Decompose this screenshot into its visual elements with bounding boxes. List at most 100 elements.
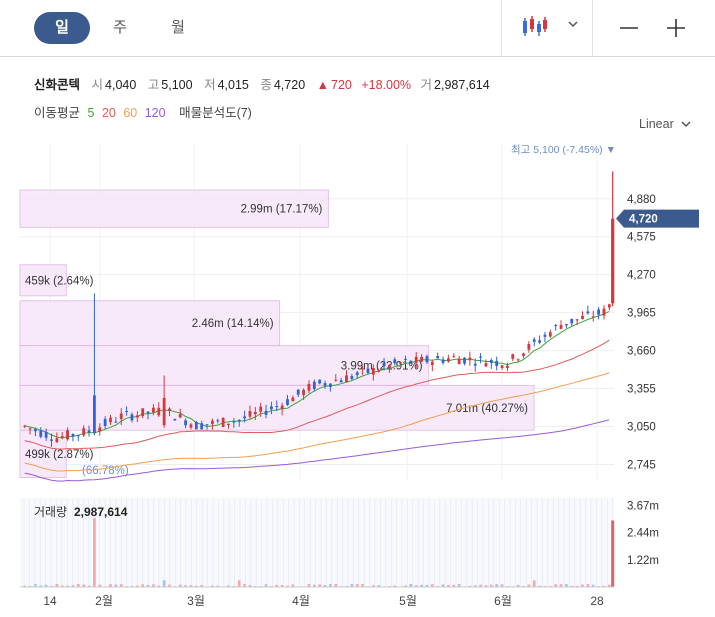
volume-bar [334, 584, 338, 587]
candle-body [275, 406, 279, 408]
volume-bar [329, 584, 332, 587]
volume-bar [500, 584, 504, 587]
candle-body [184, 420, 187, 426]
volume-bar [591, 584, 595, 587]
candle-body [44, 432, 48, 438]
chevron-down-icon [681, 121, 691, 128]
ma-5[interactable]: 5 [87, 106, 95, 120]
volume-bar [414, 585, 418, 587]
price-tick-label: 4,575 [627, 232, 656, 244]
candlestick-icon [523, 16, 547, 36]
candle-body [34, 429, 37, 432]
volume-bar [468, 585, 472, 587]
volume-profile-bar [19, 429, 67, 479]
volume-label: 거 [420, 78, 433, 92]
minus-icon[interactable] [617, 16, 641, 40]
volume-profile-bar [19, 345, 430, 386]
candle-body [146, 411, 150, 414]
tab-daily[interactable]: 일 [34, 12, 90, 44]
volume-bar [71, 585, 75, 587]
volume-bar [178, 584, 182, 587]
plus-icon[interactable] [664, 16, 688, 40]
volume-profile-label: 459k (2.64%) [25, 275, 94, 287]
candle-body [559, 324, 563, 329]
candle-body [388, 365, 391, 369]
volume-bar [522, 585, 525, 587]
chart-type-selector[interactable] [501, 0, 593, 56]
volume-bar [195, 585, 198, 587]
volume-bar [586, 584, 590, 587]
volume-bar [93, 518, 96, 587]
candle-body [473, 363, 477, 366]
open-value: 4,040 [105, 78, 137, 92]
volume-bar [490, 584, 493, 587]
volume-bar [559, 584, 563, 587]
ma-120[interactable]: 120 [144, 106, 166, 120]
price-tick-label: 3,660 [627, 346, 656, 358]
volume-bar [44, 584, 48, 587]
candle-body [119, 413, 123, 420]
candle-body [607, 304, 611, 308]
volume-bar [581, 584, 584, 587]
candle-body [527, 344, 531, 350]
candle-body [103, 418, 107, 426]
moving-average-legend: 이동평균 5 20 60 120 매물분석도(7) [34, 102, 256, 121]
candle-body [447, 358, 450, 362]
candle-body [243, 416, 246, 419]
candle-body [611, 218, 615, 304]
volume-bar [243, 584, 246, 587]
volume-bar [264, 584, 268, 587]
candle-body [377, 370, 381, 372]
candle-body [538, 340, 541, 343]
volume-panel-label: 거래량 [34, 505, 67, 519]
candle-body [398, 362, 402, 364]
volume-profile-label[interactable]: 매물분석도(7) [179, 106, 252, 120]
candle-body [135, 415, 139, 418]
volume-bar [227, 585, 230, 587]
candle-body [291, 397, 295, 402]
volume-bar [355, 584, 359, 587]
price-tick-label: 3,050 [627, 421, 656, 433]
candle-body [409, 360, 413, 364]
candle-body [157, 407, 161, 416]
volume-bar [109, 584, 112, 587]
candle-body [586, 311, 590, 314]
volume-bar [313, 584, 316, 587]
date-tick-label: 2월 [95, 594, 113, 608]
volume-bar [216, 585, 220, 587]
ma-20[interactable]: 20 [101, 106, 116, 120]
scale-selector[interactable]: Linear [639, 117, 691, 131]
tab-weekly[interactable]: 주 [113, 19, 127, 36]
volume-bar [248, 585, 252, 587]
candle-body [211, 420, 214, 424]
volume-bar [211, 585, 214, 587]
ma-120-line [24, 419, 610, 482]
candle-body [489, 360, 493, 363]
price-chart[interactable]: 2.99m (17.17%) 459k (2.64%) 2.46m (14.14%)… [0, 140, 715, 617]
volume-bar [291, 584, 295, 587]
candle-body [28, 428, 32, 430]
candle-body [361, 368, 364, 370]
candle-body [114, 421, 118, 423]
candle-body [141, 408, 145, 417]
volume-bar [495, 584, 498, 587]
volume-bar [184, 585, 187, 587]
volume-bar [404, 585, 407, 587]
volume-bar [570, 585, 574, 587]
candle-body [200, 423, 204, 430]
volume-bar [457, 584, 461, 587]
candle-body [76, 435, 80, 437]
volume-bar [565, 584, 568, 587]
volume-bar [479, 584, 482, 587]
date-tick-label: 4월 [292, 594, 310, 608]
volume-bar [441, 584, 445, 587]
volume-bar [114, 584, 118, 587]
tab-monthly[interactable]: 월 [171, 19, 185, 36]
volume-bar [152, 584, 155, 587]
volume-bar [350, 584, 354, 587]
ma-60[interactable]: 60 [123, 106, 138, 120]
date-tick-label: 14 [43, 594, 57, 608]
date-axis: 14 2월 3월 4월 5월 6월 28 [20, 586, 614, 608]
change-percent: +18.00% [361, 78, 412, 92]
volume-profile-bar [19, 264, 67, 297]
